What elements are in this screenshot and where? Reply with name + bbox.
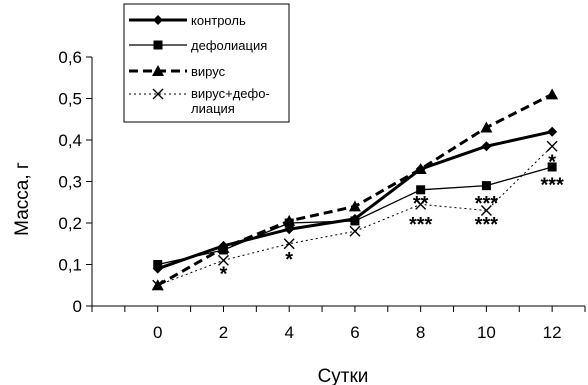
legend: контроль дефолиация вирус вирус+дефо- ли… — [123, 3, 290, 123]
x-tick-label: 6 — [350, 323, 359, 342]
x-axis-ticks: 0 2 4 6 8 10 12 — [91, 306, 586, 342]
x-tick-label: 2 — [219, 323, 228, 342]
legend-entry-virus-defoliation: вирус+дефо- лиация — [129, 86, 270, 116]
series-0 — [152, 126, 558, 274]
legend-label-virus-defoliation-line2: лиация — [191, 101, 235, 116]
x-tick-label: 8 — [416, 323, 425, 342]
legend-marker-control — [153, 15, 163, 25]
y-axis-ticks: 0 0,1 0,2 0,3 0,4 0,5 0,6 — [58, 48, 92, 316]
significance-marker: *** — [409, 214, 433, 236]
data-point-square — [547, 162, 557, 172]
data-point-square — [416, 185, 426, 195]
x-tick-label: 12 — [543, 323, 562, 342]
data-point-x — [415, 198, 427, 210]
data-point-x — [217, 254, 229, 266]
x-tick-label: 10 — [477, 323, 496, 342]
data-point-diamond — [415, 164, 426, 175]
y-axis-title: Масса, г — [12, 162, 33, 236]
data-point-triangle — [151, 279, 164, 291]
significance-marker: *** — [475, 193, 499, 215]
data-point-triangle — [348, 200, 361, 212]
significance-annotations: ***************** — [220, 152, 564, 286]
data-point-square — [481, 181, 491, 191]
significance-marker: * — [285, 249, 293, 271]
legend-entry-virus: вирус — [129, 64, 226, 79]
significance-marker: * — [220, 264, 228, 286]
y-tick-label: 0,3 — [58, 173, 82, 192]
legend-label-virus-defoliation-line1: вирус+дефо- — [191, 86, 270, 101]
data-point-diamond — [349, 213, 360, 224]
y-tick-label: 0,4 — [58, 131, 82, 150]
x-tick-label: 0 — [153, 323, 162, 342]
data-point-x — [283, 238, 295, 250]
legend-label-control: контроль — [191, 13, 246, 28]
y-tick-label: 0,5 — [58, 90, 82, 109]
series-layer — [151, 88, 559, 291]
data-point-diamond — [481, 141, 492, 152]
data-point-diamond — [284, 224, 295, 235]
legend-marker-virus-defoliation — [152, 88, 164, 100]
legend-label-defoliation: дефолиация — [191, 38, 267, 53]
legend-box — [123, 3, 290, 123]
data-point-diamond — [218, 240, 229, 251]
y-tick-label: 0,1 — [58, 256, 82, 275]
data-point-x — [480, 205, 492, 217]
data-point-x — [349, 225, 361, 237]
legend-marker-defoliation — [153, 40, 163, 50]
significance-marker: * — [548, 152, 556, 174]
significance-marker: ** — [413, 193, 429, 215]
data-point-triangle — [480, 121, 493, 133]
data-point-triangle — [546, 88, 559, 100]
legend-marker-virus — [152, 65, 164, 76]
legend-entry-control: контроль — [129, 13, 246, 28]
legend-label-virus: вирус — [191, 64, 226, 79]
x-axis-title: Сутки — [318, 366, 369, 385]
data-point-triangle — [283, 214, 296, 226]
significance-marker: *** — [540, 175, 564, 197]
y-tick-label: 0 — [73, 297, 82, 316]
y-tick-label: 0,2 — [58, 214, 82, 233]
x-tick-label: 4 — [284, 323, 293, 342]
data-point-x — [546, 140, 558, 152]
legend-entry-defoliation: дефолиация — [129, 38, 267, 53]
series-line — [156, 93, 553, 287]
y-tick-label: 0,6 — [58, 48, 82, 67]
data-point-diamond — [547, 126, 558, 137]
data-point-diamond — [152, 263, 163, 274]
significance-marker: *** — [475, 214, 499, 236]
